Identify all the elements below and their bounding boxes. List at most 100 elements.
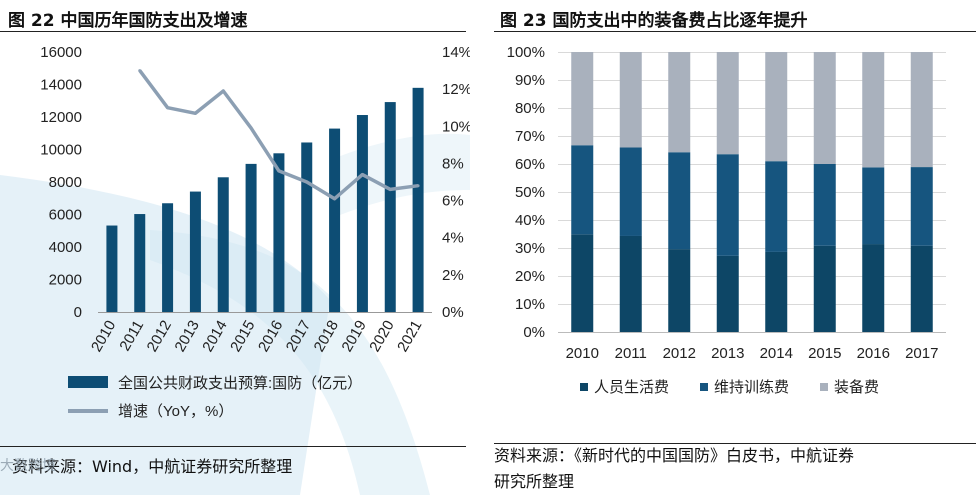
training-segment xyxy=(862,167,885,245)
spending-bar xyxy=(356,115,368,312)
y-left-tick-label: 16000 xyxy=(40,44,82,61)
x-tick-label: 2011 xyxy=(615,345,647,362)
growth-rate-point xyxy=(193,111,197,115)
equipment-segment xyxy=(765,52,788,162)
y-right-tick-label: 8% xyxy=(442,155,464,172)
spending-bar xyxy=(273,153,285,312)
legend-swatch-spending xyxy=(68,376,108,388)
y-right-tick-label: 6% xyxy=(442,193,464,210)
spending-bar xyxy=(134,214,146,312)
spending-bar xyxy=(106,225,118,312)
y-right-tick-label: 14% xyxy=(442,44,470,61)
x-tick-label: 2016 xyxy=(857,345,890,362)
legend-label-spending: 全国公共财政支出预算:国防（亿元） xyxy=(118,374,362,392)
training-segment xyxy=(619,147,642,236)
growth-rate-point xyxy=(388,187,392,191)
right-figure-caption: 图 23 国防支出中的装备费占比逐年提升 xyxy=(500,11,808,31)
y-tick-label: 10% xyxy=(515,296,545,313)
growth-rate-point xyxy=(138,69,142,73)
x-tick-label: 2011 xyxy=(116,318,147,354)
equipment-segment xyxy=(716,52,739,155)
y-right-tick-label: 2% xyxy=(442,267,464,284)
x-tick-label: 2013 xyxy=(711,345,744,362)
legend-equipment-label: 装备费 xyxy=(834,379,879,396)
spending-bar xyxy=(245,163,257,312)
left-figure-source: 资料来源：Wind，中航证券研究所整理 xyxy=(12,457,293,476)
right-source-line-1: 资料来源：《新时代的中国国防》白皮书，中航证券 xyxy=(494,446,855,465)
growth-rate-point xyxy=(305,180,309,184)
y-tick-label: 0% xyxy=(523,324,545,341)
left-source-rule xyxy=(0,446,466,447)
training-segment xyxy=(813,164,836,246)
y-left-tick-label: 2000 xyxy=(49,272,82,289)
x-tick-label: 2013 xyxy=(171,318,202,355)
growth-rate-point xyxy=(333,197,337,201)
y-right-tick-label: 0% xyxy=(442,304,464,321)
left-figure-caption: 图 22 中国历年国防支出及增速 xyxy=(8,11,248,31)
y-left-tick-label: 8000 xyxy=(49,174,82,191)
x-tick-label: 2019 xyxy=(338,318,369,355)
x-tick-label: 2010 xyxy=(88,318,119,355)
watermark: 大数跨境 xyxy=(0,458,56,474)
legend-personnel-swatch xyxy=(580,383,588,391)
left-caption-rule xyxy=(0,31,466,32)
spending-bar xyxy=(217,177,229,312)
equipment-segment xyxy=(619,52,642,148)
legend-personnel-label: 人员生活费 xyxy=(594,379,669,396)
spending-bar xyxy=(162,203,174,312)
training-segment xyxy=(571,145,594,235)
x-tick-label: 2012 xyxy=(144,318,175,355)
y-tick-label: 60% xyxy=(515,156,545,173)
training-segment xyxy=(910,167,933,246)
legend-label-growth: 增速（YoY，%） xyxy=(118,403,233,420)
right-source-rule xyxy=(494,443,976,444)
y-right-tick-label: 12% xyxy=(442,81,470,98)
growth-rate-point xyxy=(249,126,253,130)
right-source-line-2: 研究所整理 xyxy=(494,472,575,491)
spending-bar xyxy=(412,87,424,312)
spending-bar xyxy=(189,191,201,312)
spending-bar xyxy=(329,128,341,312)
personnel-segment xyxy=(619,235,642,332)
personnel-segment xyxy=(571,234,594,332)
y-left-tick-label: 10000 xyxy=(40,142,82,159)
legend-equipment-swatch xyxy=(820,383,828,391)
growth-rate-point xyxy=(416,184,420,188)
y-left-tick-label: 0 xyxy=(74,304,82,321)
y-tick-label: 80% xyxy=(515,100,545,117)
x-tick-label: 2014 xyxy=(199,318,230,355)
right-caption-rule xyxy=(494,31,976,32)
y-left-tick-label: 12000 xyxy=(40,109,82,126)
expenditure-composition-chart: 0% 10% 20% 30% 40% 50% 60% 70% 80% 90% 100% 2010 201… xyxy=(507,44,946,396)
growth-rate-point xyxy=(166,106,170,110)
x-tick-label: 2010 xyxy=(566,345,599,362)
equipment-segment xyxy=(862,52,885,168)
y-tick-label: 40% xyxy=(515,212,545,229)
training-segment xyxy=(765,161,788,252)
x-tick-label: 2018 xyxy=(311,318,342,355)
personnel-segment xyxy=(813,245,836,332)
x-tick-label: 2017 xyxy=(283,318,314,355)
y-left-tick-label: 14000 xyxy=(40,77,82,94)
growth-rate-point xyxy=(221,89,225,93)
y-tick-label: 30% xyxy=(515,240,545,257)
spending-bar xyxy=(301,142,313,312)
x-tick-label: 2020 xyxy=(366,318,397,355)
personnel-segment xyxy=(910,245,933,332)
x-tick-label: 2015 xyxy=(808,345,841,362)
y-left-tick-label: 6000 xyxy=(49,207,82,224)
x-tick-label: 2015 xyxy=(227,318,258,355)
growth-rate-point xyxy=(277,169,281,173)
y-right-tick-label: 4% xyxy=(442,230,464,247)
defense-spending-chart: 0 2000 4000 6000 8000 10000 12000 14000 16000 0% 2… xyxy=(40,44,470,420)
x-tick-label: 2014 xyxy=(760,345,793,362)
y-tick-label: 70% xyxy=(515,128,545,145)
x-tick-label: 2021 xyxy=(394,318,425,355)
training-segment xyxy=(668,152,691,250)
x-tick-label: 2012 xyxy=(663,345,696,362)
personnel-segment xyxy=(716,255,739,332)
equipment-segment xyxy=(571,52,594,146)
legend-training-swatch xyxy=(700,383,708,391)
equipment-segment xyxy=(813,52,836,164)
y-tick-label: 90% xyxy=(515,72,545,89)
